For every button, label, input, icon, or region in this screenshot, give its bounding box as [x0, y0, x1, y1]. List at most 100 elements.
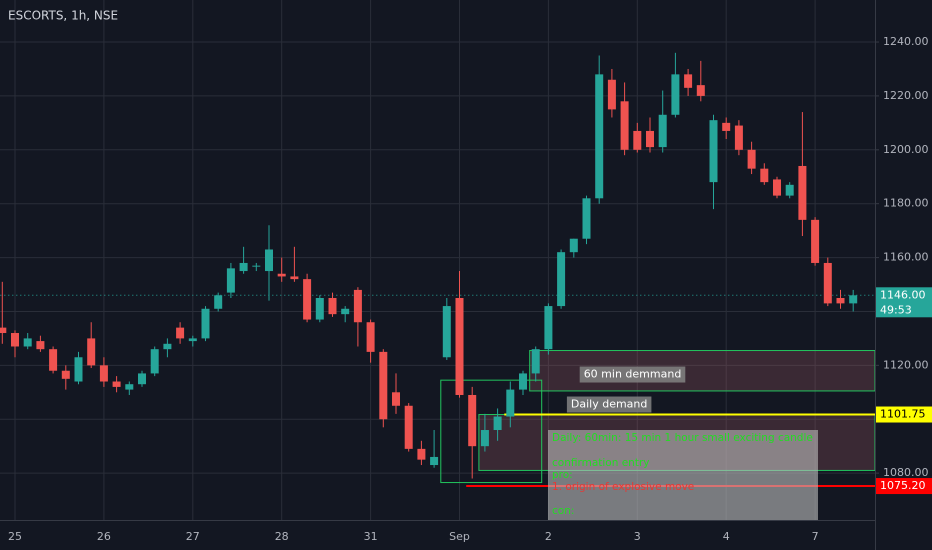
y-tick-label: 1200.00 — [883, 143, 929, 156]
y-tick-label: 1080.00 — [883, 466, 929, 479]
y-tick-label: 1180.00 — [883, 197, 929, 210]
candle-body — [633, 130, 642, 150]
x-tick-label: 27 — [186, 530, 200, 543]
candle-body — [341, 308, 350, 315]
candle-body — [11, 333, 19, 347]
candle-body — [696, 85, 705, 96]
candle-body — [392, 392, 400, 406]
candle-body — [569, 238, 578, 253]
candle-body — [798, 165, 807, 220]
candle-body — [468, 394, 477, 447]
candle-body — [734, 125, 743, 150]
candle-body — [785, 184, 794, 196]
candle-body — [315, 297, 324, 320]
candle-body — [328, 297, 337, 315]
candle-body — [417, 448, 426, 460]
note-text: 1. origin of explosive move — [552, 481, 694, 493]
note-box — [548, 430, 818, 520]
note-text: Daily: 60min: 15 min 1 hour small exciti… — [552, 432, 813, 444]
x-tick-label: 31 — [364, 530, 378, 543]
y-tick-label: 1160.00 — [883, 251, 929, 264]
candle-body — [252, 265, 261, 267]
candle-body — [658, 114, 667, 148]
candle-body — [430, 456, 439, 466]
candle-body — [265, 249, 273, 272]
candle-body — [671, 74, 680, 115]
countdown: 49:53 — [880, 303, 912, 316]
price-label: 1075.20 — [880, 479, 926, 492]
candle-body — [849, 295, 858, 304]
candle-body — [366, 322, 375, 352]
candle-body — [455, 297, 464, 395]
note-text: pro: — [552, 469, 573, 481]
x-tick-label: 2 — [545, 530, 552, 543]
candle-body — [61, 370, 70, 379]
zone-label: Daily demand — [571, 398, 648, 411]
candle-body — [684, 74, 693, 88]
candle-body — [290, 276, 299, 280]
candle-body — [125, 384, 134, 390]
x-tick-label: Sep — [449, 530, 470, 543]
note-text: confirmation entry — [552, 457, 649, 469]
candle-body — [442, 306, 451, 358]
candle-body — [620, 101, 629, 150]
candle-body — [811, 219, 820, 263]
candle-body — [353, 289, 362, 323]
candle-body — [557, 252, 566, 307]
candle-body — [36, 341, 45, 350]
x-tick-label: 25 — [8, 530, 22, 543]
candle-body — [823, 262, 832, 304]
candle-body — [709, 120, 718, 183]
x-tick-label: 28 — [275, 530, 289, 543]
price-label: 1101.75 — [880, 408, 926, 421]
candle-body — [277, 273, 286, 277]
candle-body — [646, 130, 654, 148]
candle-body — [582, 198, 591, 239]
y-tick-label: 1220.00 — [883, 89, 929, 102]
candle-body — [87, 338, 96, 366]
zone-label-bg — [579, 366, 686, 383]
candle-body — [74, 357, 83, 382]
y-tick-label: 1240.00 — [883, 35, 929, 48]
candle-body — [138, 373, 146, 385]
chart-title: ESCORTS, 1h, NSE — [8, 9, 118, 23]
candle-body — [493, 416, 502, 431]
candle-body — [747, 149, 756, 169]
candle-body — [150, 349, 159, 374]
x-tick-label: 3 — [634, 530, 641, 543]
x-tick-label: 4 — [723, 530, 730, 543]
candle-body — [722, 122, 731, 131]
price-label-bg — [875, 287, 932, 318]
candle-body — [480, 430, 489, 447]
candle-body — [519, 373, 527, 390]
candle-body — [112, 381, 121, 387]
candle-body — [23, 338, 32, 347]
candle-body — [531, 349, 540, 374]
zone-label: 60 min demmand — [584, 368, 682, 381]
candle-body — [607, 79, 616, 110]
note-text: con: — [552, 505, 574, 517]
candle-body — [379, 351, 388, 420]
candle-body — [760, 168, 769, 183]
candle-body — [239, 262, 248, 272]
zone-label-bg — [566, 396, 652, 413]
candle-body — [214, 295, 223, 309]
candle-body — [506, 389, 515, 417]
candle-body — [595, 74, 604, 199]
candle-body — [99, 365, 108, 382]
price-label: 1146.00 — [880, 288, 926, 301]
candle-body — [0, 327, 7, 334]
candle-body — [303, 279, 312, 320]
candle-body — [226, 268, 235, 293]
x-tick-label: 7 — [812, 530, 819, 543]
candle-body — [49, 349, 58, 371]
y-tick-label: 1120.00 — [883, 358, 929, 371]
candle-body — [176, 327, 185, 339]
price-label-bg — [875, 478, 932, 495]
demand-zone — [440, 379, 543, 484]
candle-body — [836, 297, 845, 304]
candle-body — [544, 306, 553, 350]
candle-body — [201, 308, 210, 339]
candle-body — [188, 338, 197, 342]
